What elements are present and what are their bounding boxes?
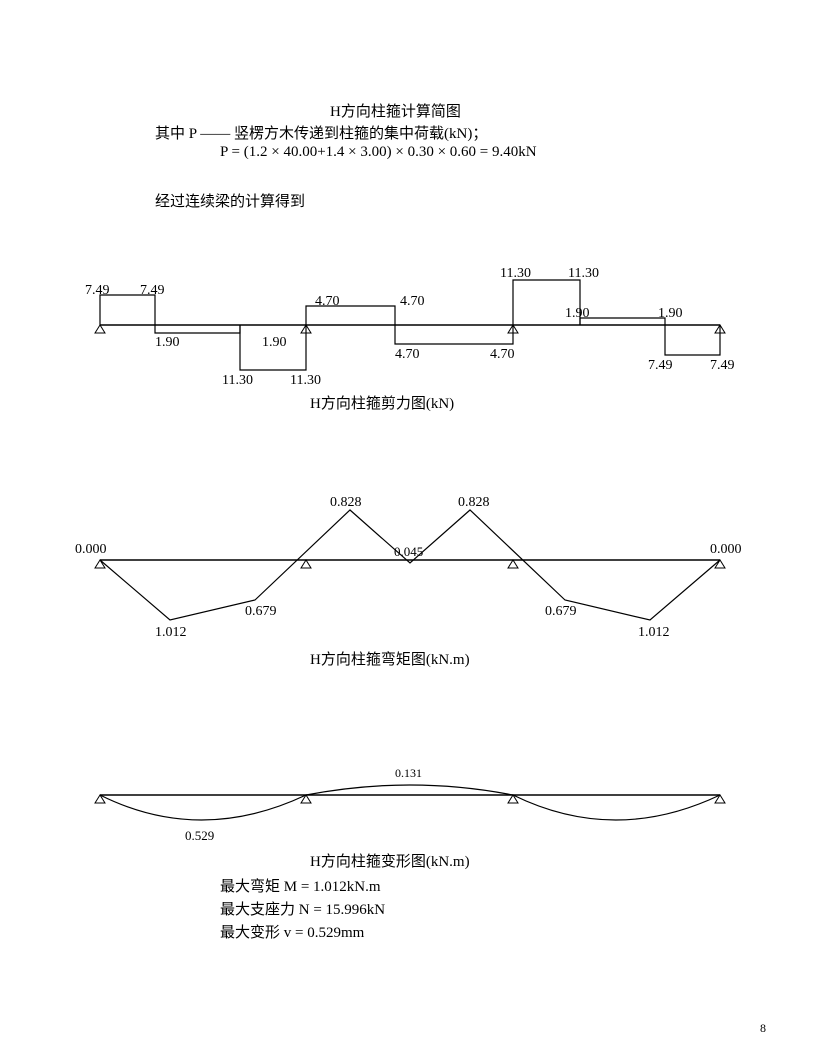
moment-val: 1.012 [638,625,670,641]
shear-val: 7.49 [85,283,110,299]
shear-val: 11.30 [222,373,253,389]
shear-val: 4.70 [490,347,515,363]
defl-val: 0.131 [395,766,422,781]
shear-val: 4.70 [400,294,425,310]
moment-val: 0.679 [545,604,577,620]
calc-diagram-title: H方向柱箍计算简图 [330,100,461,121]
moment-caption: H方向柱箍弯矩图(kN.m) [310,648,470,669]
shear-val: 7.49 [648,358,673,374]
shear-val: 1.90 [658,306,683,322]
result-reaction: 最大支座力 N = 15.996kN [220,898,385,919]
shear-val: 7.49 [710,358,735,374]
shear-caption: H方向柱箍剪力图(kN) [310,392,454,413]
load-formula: P = (1.2 × 40.00+1.4 × 3.00) × 0.30 × 0.… [220,144,537,161]
moment-val: 0.828 [330,495,362,511]
deflection-caption: H方向柱箍变形图(kN.m) [310,850,470,871]
moment-val: 0.000 [75,542,107,558]
moment-val: 0.045 [394,544,423,560]
shear-val: 7.49 [140,283,165,299]
shear-val: 1.90 [262,335,287,351]
result-moment: 最大弯矩 M = 1.012kN.m [220,875,381,896]
moment-diagram [0,465,816,665]
shear-val: 11.30 [568,266,599,282]
shear-val: 4.70 [315,294,340,310]
moment-val: 0.000 [710,542,742,558]
calc-intro: 经过连续梁的计算得到 [155,190,305,211]
moment-val: 0.828 [458,495,490,511]
shear-val: 1.90 [565,306,590,322]
load-desc: 其中 P —— 竖楞方木传递到柱箍的集中荷载(kN)； [155,122,487,143]
result-deflection: 最大变形 v = 0.529mm [220,921,364,942]
shear-val: 1.90 [155,335,180,351]
page: H方向柱箍计算简图 其中 P —— 竖楞方木传递到柱箍的集中荷载(kN)； P … [0,0,816,1056]
defl-val: 0.529 [185,828,214,844]
moment-val: 0.679 [245,604,277,620]
shear-val: 11.30 [500,266,531,282]
shear-val: 11.30 [290,373,321,389]
shear-val: 4.70 [395,347,420,363]
page-number: 8 [760,1021,766,1036]
moment-val: 1.012 [155,625,187,641]
